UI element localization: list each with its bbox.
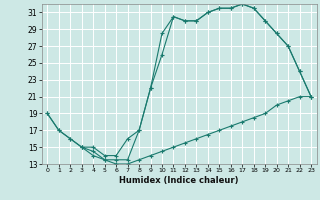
X-axis label: Humidex (Indice chaleur): Humidex (Indice chaleur) [119, 176, 239, 185]
